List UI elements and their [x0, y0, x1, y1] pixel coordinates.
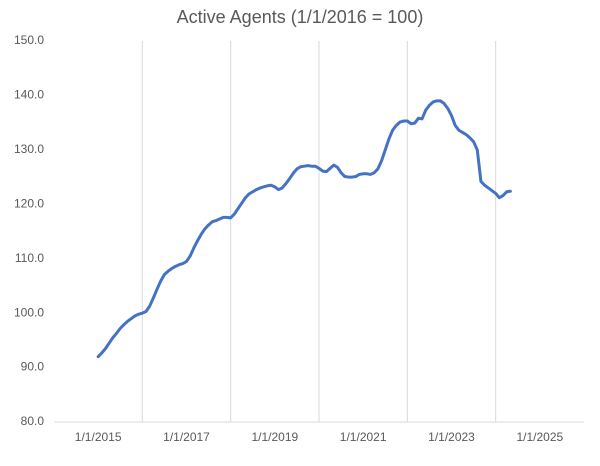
y-tick-label: 150.0	[14, 33, 44, 47]
y-tick-label: 110.0	[15, 251, 44, 265]
chart-title: Active Agents (1/1/2016 = 100)	[177, 7, 424, 27]
x-tick-label: 1/1/2019	[251, 430, 298, 444]
data-line	[96, 99, 512, 359]
y-tick-label: 140.0	[14, 88, 44, 102]
x-tick-label: 1/1/2023	[428, 430, 475, 444]
y-tick-label: 130.0	[14, 142, 44, 156]
y-tick-label: 80.0	[21, 414, 45, 428]
y-tick-label: 120.0	[14, 196, 44, 210]
x-tick-label: 1/1/2025	[516, 430, 563, 444]
x-tick-label: 1/1/2015	[75, 430, 122, 444]
y-tick-label: 90.0	[21, 360, 45, 374]
x-tick-label: 1/1/2021	[340, 430, 387, 444]
x-tick-label: 1/1/2017	[163, 430, 210, 444]
y-tick-label: 100.0	[14, 305, 44, 319]
